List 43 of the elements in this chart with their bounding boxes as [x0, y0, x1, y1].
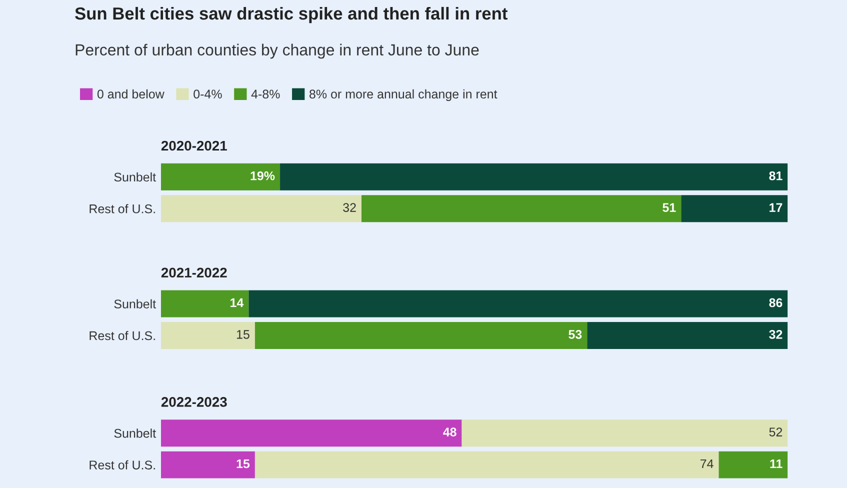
- bar: [587, 322, 788, 349]
- y-tick-label: Sunbelt: [114, 172, 156, 182]
- bar: [362, 195, 682, 222]
- chart-title: 2021-2022: [161, 268, 227, 278]
- data-label: 19%: [250, 171, 275, 180]
- data-label: 32: [769, 330, 782, 339]
- data-label: 81: [769, 171, 782, 180]
- bar: [160, 290, 249, 318]
- data-label: 51: [662, 203, 676, 212]
- y-tick-label: Rest of U.S.: [90, 460, 155, 470]
- bar: [160, 420, 462, 447]
- bar: [254, 451, 719, 478]
- data-label: 11: [770, 459, 782, 468]
- legend-label: 0 and below: [97, 89, 164, 99]
- data-label: 14: [230, 298, 244, 308]
- y-tick-label: Rest of U.S.: [90, 330, 155, 340]
- data-label: 48: [443, 428, 456, 436]
- chart-title: 2020-2021: [161, 140, 227, 151]
- data-label: 17: [770, 203, 782, 212]
- text: Sun Belt cities saw drastic spike and then fall in rent: [75, 6, 508, 24]
- chart-title: 2022-2023: [161, 397, 227, 407]
- y-tick-label: Sunbelt: [114, 428, 156, 438]
- bar: [160, 195, 362, 222]
- bar: [254, 322, 588, 349]
- data-label: 86: [769, 298, 782, 308]
- bar: [462, 420, 788, 447]
- bar: [160, 163, 280, 190]
- bar: [160, 451, 255, 478]
- data-label: 32: [343, 203, 356, 212]
- bar: [718, 451, 788, 478]
- bar: [160, 322, 255, 349]
- bar: [681, 195, 788, 222]
- legend-label: 8% or more annual change in rent: [310, 89, 498, 101]
- data-label: 53: [568, 330, 582, 339]
- legend-label: 4-8%: [251, 90, 280, 99]
- y-tick-label: Rest of U.S.: [90, 204, 155, 214]
- data-label: 52: [769, 428, 782, 436]
- data-label: 74: [700, 459, 714, 468]
- legend-label: 0-4%: [194, 90, 222, 99]
- y-tick-label: Sunbelt: [114, 299, 156, 308]
- text: Percent of urban counties by change in rent June to June: [76, 44, 479, 59]
- data-label: 15: [236, 459, 250, 468]
- data-label: 15: [236, 330, 250, 339]
